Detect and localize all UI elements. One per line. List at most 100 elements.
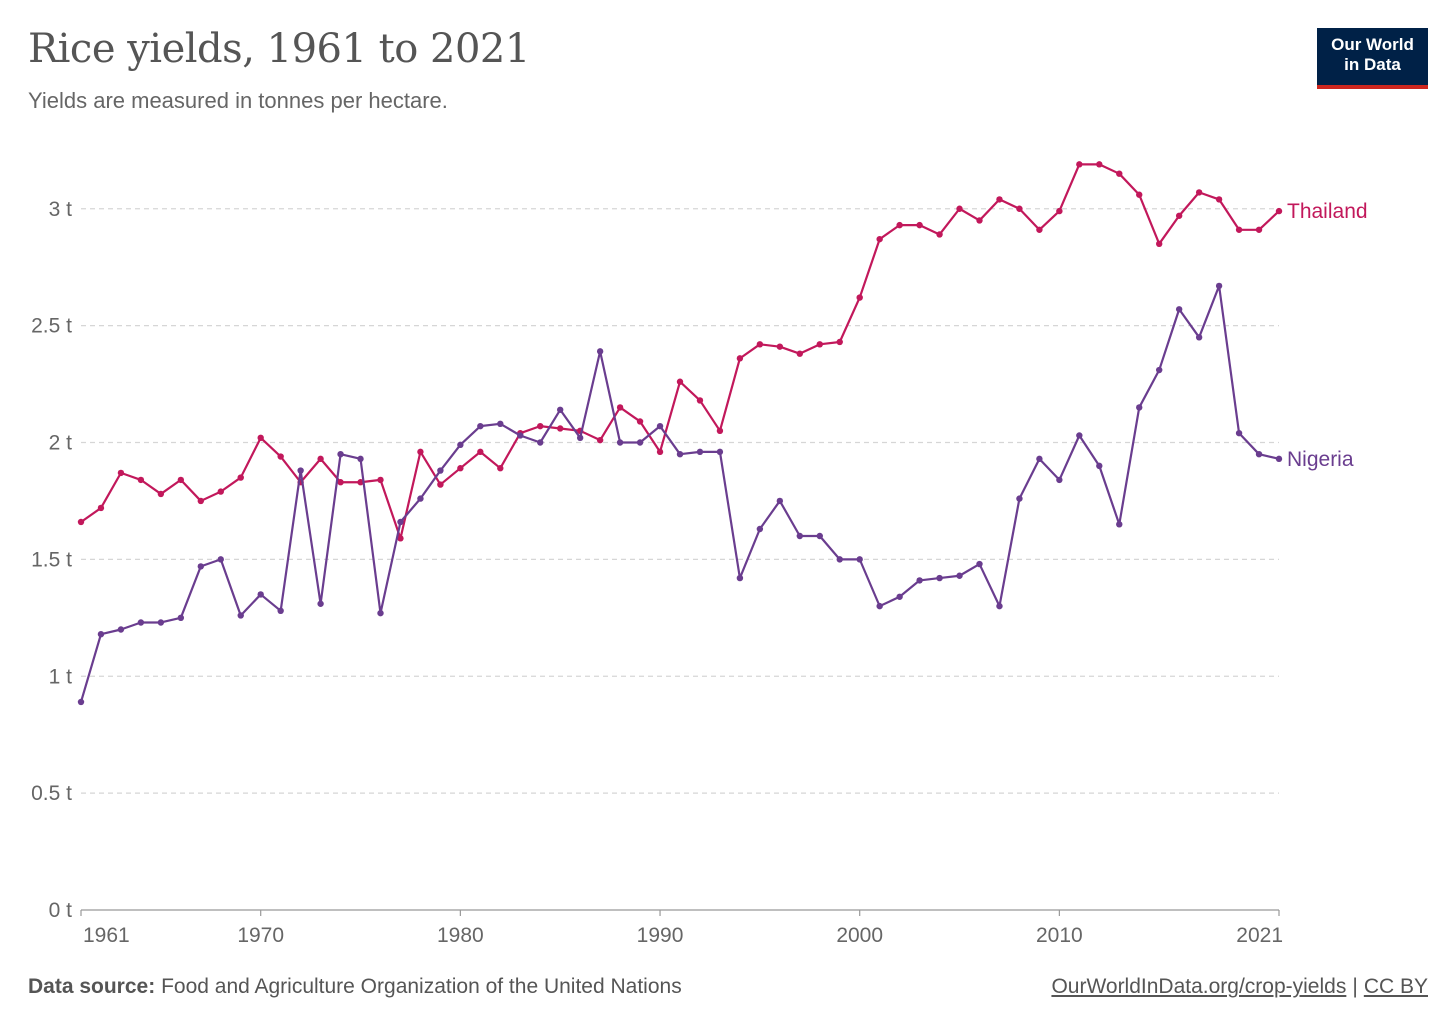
- data-point-nigeria: [1195, 334, 1203, 341]
- y-tick-label: 2.5 t: [31, 315, 72, 338]
- series-nigeria: [77, 282, 1283, 706]
- data-point-nigeria: [1175, 306, 1183, 313]
- data-point-thailand: [656, 448, 664, 456]
- data-point-thailand: [1136, 191, 1143, 198]
- data-point-nigeria: [1036, 455, 1043, 463]
- data-point-thailand: [636, 418, 644, 425]
- data-point-nigeria: [1215, 282, 1223, 290]
- data-point-nigeria: [876, 602, 883, 610]
- x-tick-label: 1970: [237, 924, 284, 947]
- data-source-label: Data source:: [28, 975, 156, 998]
- x-tick-label: 1990: [637, 924, 684, 947]
- data-point-nigeria: [237, 612, 244, 619]
- footer-separator: |: [1352, 975, 1358, 998]
- data-point-thailand: [696, 397, 704, 404]
- data-point-thailand: [756, 341, 764, 348]
- data-point-thailand: [497, 465, 504, 472]
- data-point-thailand: [557, 425, 564, 432]
- x-tick-label: 2000: [836, 924, 883, 947]
- data-point-nigeria: [397, 518, 404, 526]
- data-point-thailand: [1195, 189, 1203, 196]
- x-tick-label: 1961: [83, 924, 130, 947]
- data-point-thailand: [736, 355, 744, 362]
- data-point-nigeria: [377, 609, 384, 617]
- data-source: Data source: Food and Agriculture Organi…: [28, 975, 682, 999]
- data-point-thailand: [417, 448, 424, 456]
- data-point-nigeria: [996, 602, 1003, 610]
- data-point-nigeria: [1156, 366, 1163, 374]
- data-point-thailand: [776, 343, 784, 350]
- data-point-nigeria: [337, 450, 344, 458]
- data-point-thailand: [117, 469, 125, 477]
- y-axis-ticks: 0 t 0.5 t 1 t 1.5 t 2 t 2.5 t 3 t: [31, 198, 72, 922]
- data-point-thailand: [537, 422, 544, 430]
- data-point-nigeria: [1136, 404, 1143, 411]
- data-point-nigeria: [277, 607, 284, 614]
- data-point-nigeria: [596, 348, 604, 355]
- data-point-thailand: [876, 235, 883, 243]
- y-tick-label: 1.5 t: [31, 548, 72, 571]
- data-point-thailand: [996, 196, 1003, 203]
- data-point-nigeria: [317, 600, 324, 607]
- data-point-thailand: [676, 378, 684, 385]
- license-link[interactable]: CC BY: [1363, 975, 1428, 998]
- data-point-thailand: [836, 338, 843, 346]
- data-point-nigeria: [477, 422, 484, 430]
- series-label-thailand: Thailand: [1287, 200, 1368, 223]
- gridlines: [81, 208, 1279, 794]
- data-point-thailand: [896, 221, 903, 229]
- data-point-nigeria: [736, 574, 744, 582]
- data-point-nigeria: [1096, 462, 1103, 470]
- data-point-thailand: [217, 488, 224, 495]
- data-point-nigeria: [1235, 429, 1243, 437]
- data-point-thailand: [716, 427, 724, 435]
- data-point-nigeria: [537, 439, 544, 446]
- data-point-nigeria: [936, 574, 943, 582]
- data-point-nigeria: [836, 556, 843, 563]
- logo-line-2: in Data: [1344, 55, 1401, 74]
- data-point-nigeria: [217, 556, 224, 563]
- data-point-nigeria: [916, 577, 923, 584]
- data-point-thailand: [397, 535, 404, 542]
- data-point-nigeria: [557, 406, 564, 413]
- data-point-nigeria: [77, 698, 85, 706]
- footer-links: OurWorldInData.org/crop-yields | CC BY: [1051, 975, 1428, 999]
- owid-logo[interactable]: Our World in Data: [1317, 28, 1428, 89]
- data-point-thailand: [97, 504, 105, 512]
- data-point-thailand: [377, 476, 384, 484]
- data-point-thailand: [1275, 207, 1283, 215]
- data-point-thailand: [477, 448, 484, 456]
- data-point-nigeria: [1116, 521, 1123, 528]
- data-point-nigeria: [796, 532, 803, 540]
- data-point-nigeria: [497, 420, 504, 427]
- data-point-thailand: [1056, 207, 1063, 215]
- data-point-nigeria: [696, 448, 704, 456]
- data-point-thailand: [1096, 161, 1103, 168]
- logo-line-1: Our World: [1331, 35, 1414, 54]
- series-thailand: [77, 161, 1283, 542]
- y-tick-label: 2 t: [49, 432, 73, 455]
- data-point-nigeria: [896, 593, 903, 600]
- data-point-nigeria: [576, 434, 584, 442]
- data-point-thailand: [437, 481, 444, 488]
- chart-subtitle: Yields are measured in tonnes per hectar…: [28, 88, 448, 113]
- logo-accent-bar: [1317, 85, 1428, 89]
- data-point-nigeria: [956, 572, 963, 579]
- crop-yields-link[interactable]: OurWorldInData.org/crop-yields: [1051, 975, 1347, 998]
- data-point-nigeria: [656, 422, 664, 430]
- data-point-nigeria: [137, 619, 145, 626]
- data-point-nigeria: [197, 563, 204, 570]
- data-point-nigeria: [756, 525, 764, 533]
- data-point-nigeria: [97, 630, 105, 638]
- data-point-thailand: [596, 436, 604, 444]
- data-point-thailand: [197, 497, 204, 505]
- data-point-thailand: [337, 479, 344, 486]
- data-point-nigeria: [1056, 476, 1063, 484]
- data-point-nigeria: [1016, 495, 1023, 502]
- data-point-thailand: [277, 453, 284, 460]
- chart-title: Rice yields, 1961 to 2021: [28, 26, 530, 72]
- data-point-nigeria: [417, 495, 424, 502]
- data-point-thailand: [1235, 226, 1243, 233]
- data-point-nigeria: [117, 626, 125, 633]
- data-point-thailand: [457, 465, 464, 472]
